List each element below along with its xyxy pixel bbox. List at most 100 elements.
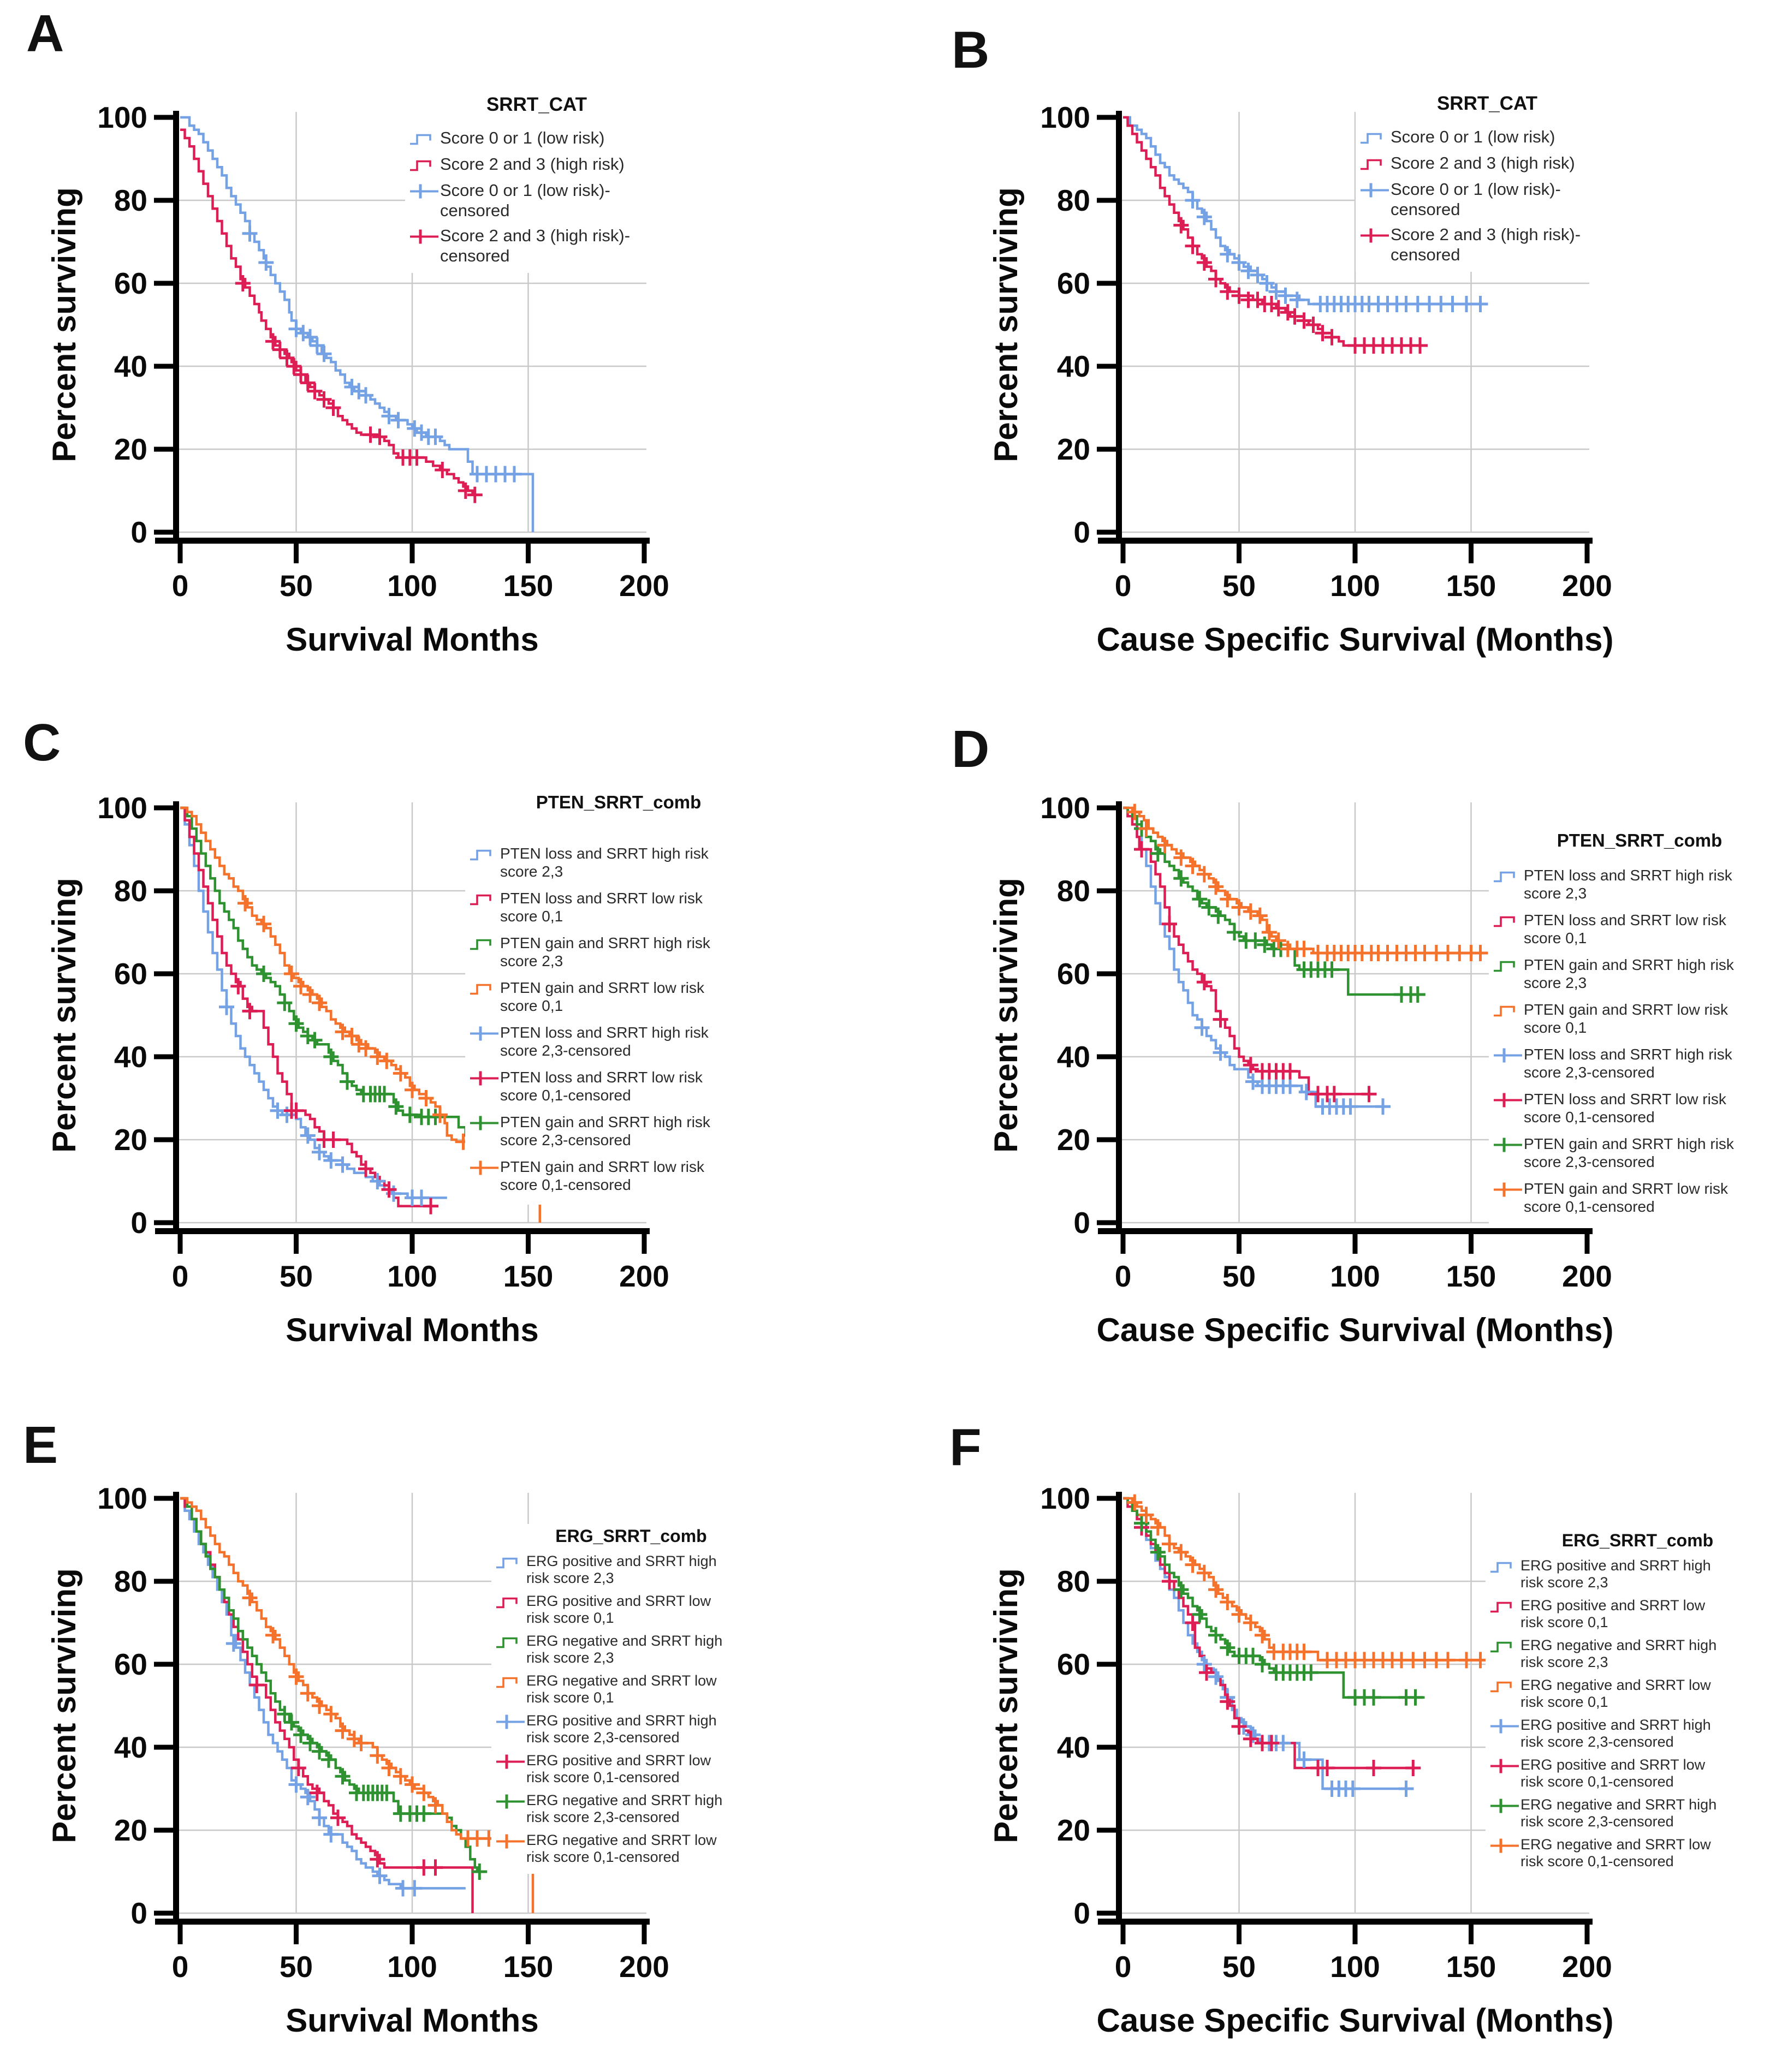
censor-mark-series: [230, 978, 438, 1214]
legend-entry-line: score 0,1: [1524, 1019, 1587, 1036]
legend-title: ERG_SRRT_comb: [1561, 1531, 1714, 1550]
x-tick-label: 150: [503, 569, 554, 603]
survival-curve: [1123, 1497, 1425, 1699]
censor-marks: [1173, 192, 1488, 354]
legend-entry-line: ERG positive and SRRT low: [1520, 1597, 1706, 1613]
y-tick-label: 60: [1057, 1647, 1090, 1681]
y-tick-label: 40: [114, 1040, 147, 1074]
axes: [154, 1492, 650, 1944]
legend-step-glyph: [1361, 159, 1382, 170]
legend-censor-glyph: [496, 1754, 525, 1769]
legend-entry-line: risk score 0,1-censored: [1520, 1853, 1674, 1869]
legend-entry: Score 0 or 1 (low risk): [1359, 127, 1615, 148]
legend-b: SRRT_CAT Score 0 or 1 (low risk) Score 2 a…: [1356, 91, 1619, 272]
legend-entry-line: PTEN gain and SRRT high risk: [1524, 956, 1734, 973]
survival-curve: [1123, 1497, 1420, 1770]
legend-entry-line: PTEN loss and SRRT low risk: [1524, 1091, 1726, 1108]
legend-entry: ERG positive and SRRT high risk score 2,3: [495, 1553, 768, 1587]
legend-entry-line: ERG negative and SRRT low: [526, 1832, 717, 1848]
x-tick-label: 150: [1446, 1259, 1496, 1293]
legend-censor-glyph: [470, 1026, 498, 1041]
legend-entry-line: score 0,1-censored: [1524, 1198, 1655, 1215]
legend-entry-line: risk score 2,3: [1520, 1654, 1608, 1670]
censor-marks: [235, 225, 522, 503]
legend-censor-glyph: [1361, 228, 1389, 243]
legend-entry-line: score 2,3-censored: [500, 1132, 631, 1148]
x-tick-label: 200: [619, 1259, 669, 1293]
panel-letter-a: A: [26, 4, 64, 63]
legend-entry-line: ERG positive and SRRT low: [1520, 1757, 1706, 1773]
survival-curves: [1123, 1497, 1483, 1790]
x-tick-label: 200: [619, 1950, 669, 1984]
legend-step-glyph: [1494, 961, 1515, 972]
x-tick-label: 200: [1562, 569, 1612, 603]
y-tick-label: 60: [114, 266, 147, 300]
censor-mark-series: [225, 1635, 423, 1897]
legend-entry-label: ERG negative and SRRT high risk score 2,3…: [526, 1792, 722, 1826]
legend-entry-line: Score 2 and 3 (high risk)-: [440, 226, 631, 245]
legend-step-glyph: [1490, 1562, 1512, 1573]
legend-entry-label: ERG positive and SRRT low risk score 0,1: [1520, 1597, 1705, 1631]
legend-entry: ERG negative and SRRT high risk score 2,3…: [1489, 1796, 1776, 1830]
legend-step-glyph: [470, 984, 491, 995]
y-tick-label: 0: [1073, 1896, 1090, 1930]
legend-entry-line: risk score 2,3: [526, 1650, 614, 1666]
y-tick-label: 0: [130, 1206, 147, 1240]
legend-entry-line: risk score 0,1: [526, 1610, 614, 1626]
y-axis-label: Percent surviving: [988, 878, 1024, 1153]
x-tick-label: 150: [1446, 1950, 1496, 1984]
legend-entry-line: ERG negative and SRRT low: [526, 1672, 717, 1689]
legend-entry: PTEN loss and SRRT low risk score 0,1-cen…: [468, 1068, 769, 1104]
legend-entry-label: ERG positive and SRRT high risk score 2,3…: [526, 1712, 717, 1746]
x-tick-label: 0: [172, 1259, 189, 1293]
legend-entry-line: score 0,1-censored: [500, 1087, 631, 1104]
x-axis-label: Cause Specific Survival (Months): [1097, 2002, 1614, 2039]
legend-entry-line: score 0,1: [500, 997, 563, 1014]
x-tick-label: 200: [619, 569, 669, 603]
legend-entry: ERG negative and SRRT low risk score 0,1: [1489, 1677, 1776, 1711]
legend-entry-label: ERG negative and SRRT low risk score 0,1-…: [1520, 1836, 1711, 1870]
legend-entry-line: Score 2 and 3 (high risk): [1391, 153, 1575, 172]
km-plot-e: 0 20 40 60 80 100 0 50 100 150 200 Percent survivin…: [46, 1481, 669, 2039]
x-tick-label: 200: [1562, 1950, 1612, 1984]
survival-curve: [1123, 806, 1483, 955]
panel-f: F 0 20 40 60 80 100 0 50 100 150 200 Percent survivi…: [888, 1381, 1776, 2072]
legend-entry: ERG negative and SRRT high risk score 2,3: [1489, 1637, 1776, 1671]
legend-entry-label: Score 0 or 1 (low risk): [440, 128, 604, 148]
legend-entry-label: ERG negative and SRRT high risk score 2,3…: [1520, 1796, 1716, 1830]
y-tick-label: 20: [114, 1813, 147, 1847]
legend-entry: PTEN gain and SRRT low risk score 0,1-cen…: [1492, 1180, 1776, 1216]
legend-entry-label: PTEN loss and SRRT low risk score 0,1-cen…: [1524, 1090, 1726, 1126]
legend-step-glyph: [470, 894, 491, 906]
legend-censor-glyph: [1490, 1719, 1519, 1734]
legend-entry-label: ERG positive and SRRT high risk score 2,3: [1520, 1557, 1711, 1591]
legend-entry: PTEN loss and SRRT low risk score 0,1: [1492, 911, 1776, 947]
legend-entry-line: risk score 2,3-censored: [526, 1809, 680, 1825]
panel-letter-b: B: [952, 21, 990, 79]
legend-entry: ERG positive and SRRT high risk score 2,3…: [1489, 1717, 1776, 1751]
legend-entry-line: risk score 2,3-censored: [1520, 1813, 1674, 1830]
x-tick-label: 100: [1330, 1950, 1380, 1984]
legend-entry-label: ERG positive and SRRT low risk score 0,1: [526, 1593, 711, 1627]
x-tick-label: 50: [280, 1950, 313, 1984]
y-tick-label: 40: [114, 1730, 147, 1764]
x-tick-label: 50: [1222, 1259, 1256, 1293]
legend-entry: PTEN gain and SRRT high risk score 2,3: [468, 934, 769, 970]
survival-curves: [180, 1497, 534, 1913]
legend-entry-line: ERG positive and SRRT low: [526, 1752, 711, 1769]
x-axis-label: Survival Months: [286, 2002, 538, 2039]
legend-entry-label: ERG negative and SRRT high risk score 2,3: [1520, 1637, 1716, 1671]
legend-entry: PTEN loss and SRRT high risk score 2,3: [468, 844, 769, 880]
y-tick-label: 100: [1040, 1481, 1090, 1515]
y-tick-label: 0: [1073, 515, 1090, 549]
legend-entry-line: PTEN loss and SRRT low risk: [500, 1069, 703, 1086]
legend-censor-glyph: [1494, 1182, 1522, 1197]
legend-entry: PTEN loss and SRRT low risk score 0,1-cen…: [1492, 1090, 1776, 1126]
legend-step-glyph: [496, 1597, 518, 1609]
y-axis-label: Percent surviving: [988, 187, 1024, 462]
legend-entry: PTEN gain and SRRT high risk score 2,3: [1492, 956, 1776, 992]
censor-mark-series: [1194, 1019, 1391, 1115]
legend-entry-label: PTEN gain and SRRT low risk score 0,1-cen…: [500, 1158, 704, 1194]
y-tick-label: 20: [1057, 432, 1090, 466]
